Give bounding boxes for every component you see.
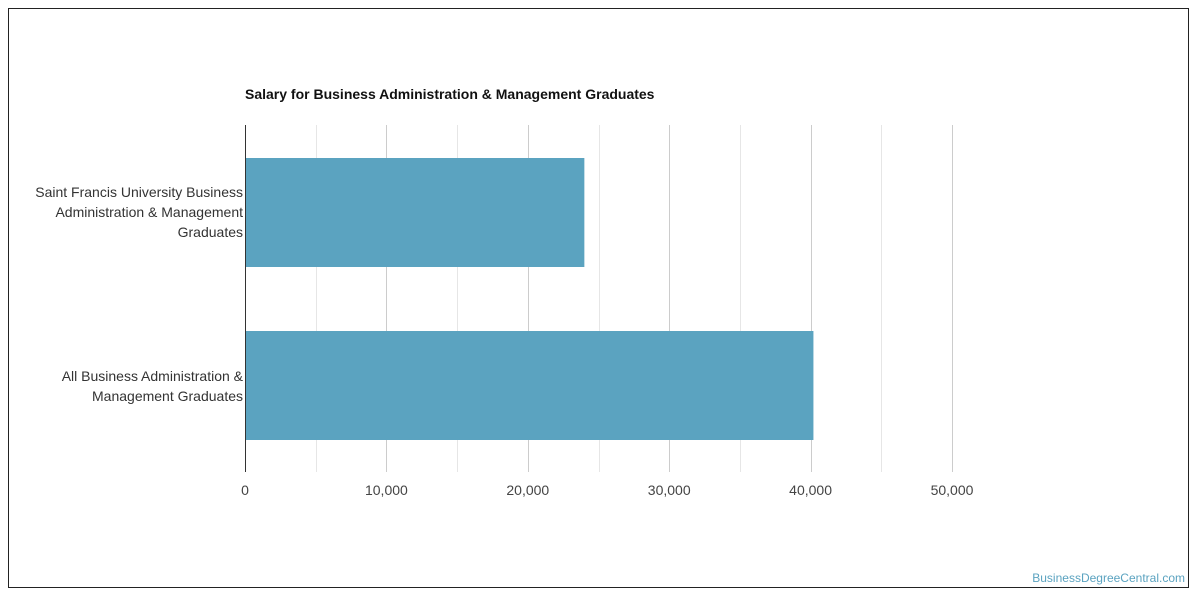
bar-1 — [245, 331, 814, 440]
category-label-all-graduates: All Business Administration & Management… — [61, 368, 243, 404]
bar-0 — [245, 158, 585, 267]
x-tick-label: 40,000 — [789, 482, 832, 498]
x-tick-label: 10,000 — [365, 482, 408, 498]
x-tick-label: 50,000 — [931, 482, 974, 498]
x-tick-label: 0 — [241, 482, 249, 498]
x-tick-label: 30,000 — [648, 482, 691, 498]
x-tick-label: 20,000 — [506, 482, 549, 498]
x-tick-labels: 0 10,000 20,000 30,000 40,000 50,000 — [241, 482, 974, 498]
bars — [245, 158, 814, 440]
chart-title: Salary for Business Administration & Man… — [245, 86, 655, 102]
chart-frame — [8, 8, 1189, 588]
category-label-saint-francis: Saint Francis University Business Admini… — [35, 184, 243, 240]
source-credit: BusinessDegreeCentral.com — [1032, 571, 1185, 585]
